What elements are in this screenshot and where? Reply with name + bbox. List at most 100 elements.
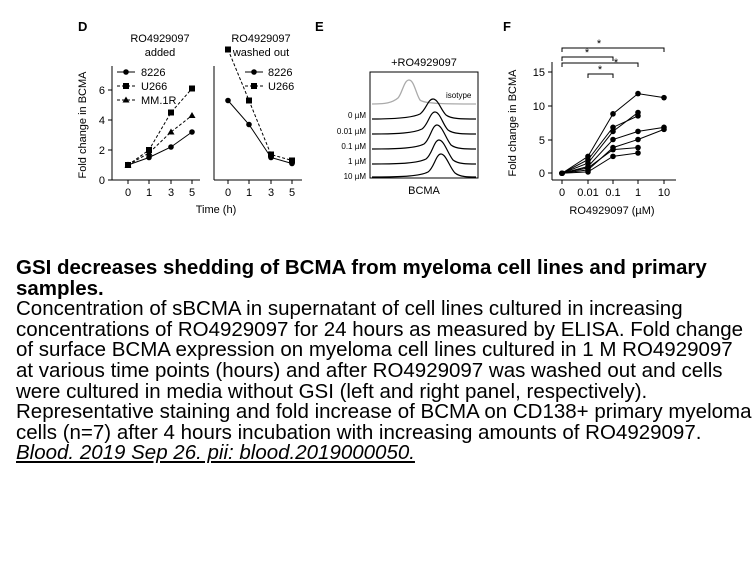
legend-label: U266 (268, 81, 294, 93)
y-tick-label: 4 (99, 115, 105, 127)
panel-f-ylabel: Fold change in BCMA (507, 69, 519, 177)
sample-point (610, 146, 616, 153)
x-tick-label: 0 (559, 187, 565, 199)
panel-d-right-title-1: RO4929097 (231, 33, 290, 45)
caption-citation[interactable]: Blood. 2019 Sep 26. pii: blood.201900005… (16, 441, 415, 465)
data-point-square (246, 97, 252, 104)
y-tick-label: 0 (539, 168, 545, 180)
caption-body: Concentration of sBCMA in supernatant of… (16, 297, 752, 444)
sig-star: * (585, 47, 590, 59)
panel-d-right-ticks: 0 1 3 5 (225, 180, 295, 199)
panel-e-title: +RO4929097 (391, 57, 457, 69)
legend-marker-circle (123, 69, 129, 75)
sample-line-3 (561, 112, 639, 174)
x-tick-label: 5 (189, 187, 195, 199)
sample-point (559, 170, 565, 177)
panel-d-right-title-2: washed out (232, 47, 289, 59)
y-tick-label: 15 (533, 67, 545, 79)
sample-line-6 (561, 147, 639, 174)
x-tick-label: 1 (146, 187, 152, 199)
x-tick-label: 0 (125, 187, 131, 199)
figure-caption: GSI decreases shedding of BCMA from myel… (16, 257, 752, 465)
series-line-u266 (227, 49, 293, 161)
panel-f: F Fold change in BCMA RO4929097 (µM) 0 5… (503, 19, 676, 217)
sample-point (635, 128, 641, 135)
sig-bracket-0-0.1 (561, 56, 614, 61)
panel-d-label: D (78, 19, 87, 34)
panel-e-xlabel: BCMA (408, 185, 440, 197)
data-point-triangle (124, 161, 132, 168)
panel-d-left-ticks: 0 2 4 6 0 1 3 5 (99, 85, 195, 199)
concentration-label: 10 µM (344, 172, 367, 181)
x-tick-label: 3 (268, 187, 274, 199)
y-tick-label: 2 (99, 145, 105, 157)
sample-point (610, 111, 616, 117)
concentration-label: 1 µM (348, 157, 366, 166)
sig-bracket-0-1 (561, 62, 639, 67)
data-point-triangle (188, 112, 196, 118)
isotype-label: isotype (446, 91, 472, 100)
sample-point (610, 128, 616, 135)
sample-point (635, 136, 641, 143)
panel-f-xlabel: RO4929097 (µM) (569, 205, 654, 217)
sample-point (635, 150, 641, 156)
sample-point (585, 165, 591, 171)
significance-brackets: * * * * (561, 38, 665, 78)
sig-bracket-0-10 (561, 47, 665, 52)
panel-d-left-title-1: RO4929097 (130, 33, 189, 45)
panel-d-left-legend: 8226 U266 MM.1R (117, 67, 177, 107)
data-point-circle (246, 121, 252, 128)
legend-label: 8226 (141, 67, 165, 79)
series-line-mm-1r (127, 115, 193, 166)
data-point-square (289, 157, 295, 164)
x-tick-label: 3 (168, 187, 174, 199)
y-tick-label: 0 (99, 175, 105, 187)
sig-star: * (597, 38, 602, 50)
data-point-circle (225, 97, 231, 104)
legend-marker-circle (251, 69, 257, 75)
panel-d-left-plot (124, 85, 196, 168)
concentration-label: 0 µM (348, 111, 366, 120)
data-point-square (225, 46, 231, 53)
x-tick-label: 0.1 (605, 187, 620, 199)
data-point-circle (146, 154, 152, 161)
histogram-1um (371, 139, 477, 165)
panel-f-plot (559, 90, 667, 177)
sample-point (610, 153, 616, 160)
legend-label: MM.1R (141, 95, 177, 107)
sample-line-7 (561, 152, 639, 174)
x-tick-label: 0 (225, 187, 231, 199)
sig-bracket-0-0.01 (587, 73, 614, 78)
concentration-label: 0.01 µM (337, 127, 366, 136)
y-tick-label: 10 (533, 101, 545, 113)
panel-f-label: F (503, 19, 511, 34)
histogram-traces (371, 79, 477, 178)
panel-d-left-title-2: added (145, 47, 176, 59)
x-tick-label: 1 (246, 187, 252, 199)
data-point-square (189, 85, 195, 92)
figure: D Fold change in BCMA Time (h) RO4929097… (77, 19, 676, 217)
panel-d-xlabel: Time (h) (196, 204, 237, 216)
sample-point (661, 126, 667, 133)
histogram-row-labels: 0 µM 0.01 µM 0.1 µM 1 µM 10 µM (337, 111, 366, 181)
sig-star: * (614, 57, 619, 69)
sample-point (585, 169, 591, 175)
legend-marker-triangle (122, 96, 130, 103)
histogram-frame (369, 71, 479, 179)
sample-point (635, 144, 641, 151)
y-tick-label: 5 (539, 135, 545, 147)
data-point-triangle (145, 149, 153, 156)
sig-star: * (598, 64, 603, 76)
concentration-label: 0.1 µM (341, 142, 366, 151)
histogram-0.01um (371, 111, 477, 135)
x-tick-label: 1 (635, 187, 641, 199)
data-point-circle (168, 144, 174, 150)
legend-marker-square (251, 83, 257, 89)
data-point-circle (189, 129, 195, 135)
legend-marker-square (123, 83, 129, 89)
legend-label: 8226 (268, 67, 292, 79)
series-line-u266 (127, 88, 193, 166)
y-tick-label: 6 (99, 85, 105, 97)
panel-d-ylabel: Fold change in BCMA (77, 71, 89, 179)
data-point-square (268, 151, 274, 158)
